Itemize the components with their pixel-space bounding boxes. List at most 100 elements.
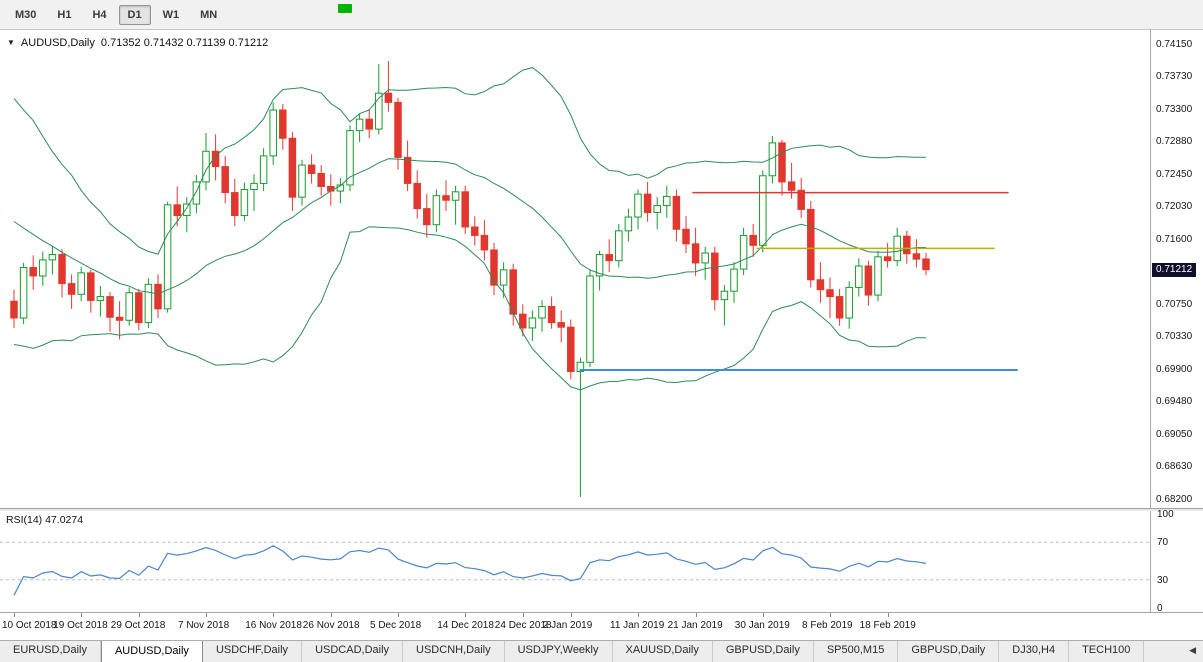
timeframe-button-mn[interactable]: MN bbox=[200, 8, 218, 21]
chart-tab-eurusd-daily[interactable]: EURUSD,Daily bbox=[0, 641, 101, 662]
timeframe-button-d1[interactable]: D1 bbox=[118, 4, 151, 25]
chart-title: ▼ AUDUSD,Daily 0.71352 0.71432 0.71139 0… bbox=[7, 37, 268, 49]
price-axis-label: 0.72030 bbox=[1156, 201, 1193, 213]
candle bbox=[461, 185, 469, 234]
candle bbox=[538, 300, 546, 332]
price-axis-label: 0.72450 bbox=[1156, 169, 1193, 180]
date-label: 2 Jan 2019 bbox=[542, 620, 593, 631]
date-axis[interactable]: 10 Oct 2018 19 Oct 2018 29 Oct 2018 7 Nov 2… bbox=[0, 612, 1203, 640]
price-axis-label: 0.69900 bbox=[1156, 364, 1193, 375]
timeframe-button-m30[interactable]: M30 bbox=[15, 8, 37, 21]
rsi-line bbox=[13, 545, 927, 596]
candle bbox=[922, 252, 930, 276]
candle bbox=[490, 243, 498, 296]
price-chart-canvas[interactable] bbox=[0, 30, 1150, 508]
chart-tab-usdcad-daily[interactable]: USDCAD,Daily bbox=[302, 641, 404, 662]
date-label: 8 Feb 2019 bbox=[802, 620, 853, 631]
timeframe-button-w1[interactable]: W1 bbox=[162, 8, 180, 21]
chart-tab-usdjpy-weekly[interactable]: USDJPY,Weekly bbox=[505, 641, 613, 662]
candle bbox=[77, 266, 85, 302]
candle bbox=[547, 296, 556, 329]
chart-tab-gbpusd-daily[interactable]: GBPUSD,Daily bbox=[898, 641, 1000, 662]
date-label: 29 Oct 2018 bbox=[110, 620, 166, 631]
candle bbox=[10, 289, 18, 328]
candle bbox=[720, 285, 729, 326]
candle bbox=[519, 304, 527, 337]
candle bbox=[423, 194, 431, 238]
candle bbox=[471, 216, 479, 246]
date-tick bbox=[522, 613, 524, 617]
tab-scroll-left-icon[interactable]: ◀ bbox=[1189, 645, 1196, 655]
candle bbox=[682, 216, 690, 253]
candle bbox=[336, 178, 345, 204]
timeframe-button-group: M30 H1 H4 D1 W1 MN bbox=[6, 4, 229, 25]
candle bbox=[365, 109, 373, 139]
candle bbox=[903, 230, 911, 264]
chart-tab-list: EURUSD,Daily AUDUSD,Daily USDCHF,Daily USDC… bbox=[0, 641, 1145, 662]
bollinger-lower-band bbox=[13, 226, 926, 391]
candle bbox=[893, 227, 901, 266]
chart-tab-usdcnh-daily[interactable]: USDCNH,Daily bbox=[403, 641, 505, 662]
chart-dropdown-icon[interactable]: ▼ bbox=[7, 38, 15, 47]
candle bbox=[87, 269, 95, 313]
date-tick bbox=[81, 613, 83, 617]
candle bbox=[269, 102, 277, 166]
main-chart-panel: ▼ AUDUSD,Daily 0.71352 0.71432 0.71139 0… bbox=[0, 30, 1203, 508]
candle bbox=[663, 185, 671, 218]
candle bbox=[375, 64, 383, 135]
candle bbox=[883, 243, 892, 268]
timeframe-button-h4[interactable]: H4 bbox=[92, 8, 107, 21]
date-tick bbox=[570, 613, 572, 617]
chart-tab-usdchf-daily[interactable]: USDCHF,Daily bbox=[203, 641, 303, 662]
date-tick bbox=[638, 613, 639, 617]
rsi-axis-label: 30 bbox=[1157, 574, 1169, 586]
candle bbox=[759, 170, 767, 253]
green-toolbar-icon[interactable] bbox=[338, 4, 352, 13]
date-tick bbox=[138, 613, 140, 617]
rsi-axis[interactable]: 100 70 30 0 bbox=[1150, 509, 1203, 614]
chart-tab-sp500-m15[interactable]: SP500,M15 bbox=[814, 641, 899, 662]
candle bbox=[144, 278, 153, 328]
candle bbox=[288, 132, 297, 211]
candle bbox=[135, 288, 143, 331]
candle bbox=[730, 262, 738, 303]
chart-tab-tech100[interactable]: TECH100 bbox=[1069, 641, 1145, 662]
candle bbox=[355, 113, 364, 143]
date-label: 10 Oct 2018 bbox=[2, 620, 57, 631]
chart-ohlc-values: 0.71352 0.71432 0.71139 0.71212 bbox=[100, 37, 269, 49]
panel-divider[interactable] bbox=[0, 508, 1203, 511]
price-axis-label: 0.73300 bbox=[1156, 104, 1193, 115]
timeframe-button-h1[interactable]: H1 bbox=[57, 8, 72, 21]
rsi-chart-canvas[interactable] bbox=[0, 511, 1150, 612]
candle bbox=[183, 197, 191, 233]
chart-tab-dj30-h4[interactable]: DJ30,H4 bbox=[999, 641, 1070, 662]
candle bbox=[317, 165, 325, 196]
candle bbox=[154, 274, 162, 318]
candle bbox=[864, 260, 873, 306]
candle bbox=[48, 246, 57, 275]
candle bbox=[307, 154, 316, 184]
candle bbox=[58, 249, 66, 298]
date-tick bbox=[465, 613, 467, 617]
price-axis-label: 0.69050 bbox=[1156, 429, 1193, 440]
candle bbox=[240, 182, 249, 221]
price-axis-label: 0.68630 bbox=[1156, 461, 1193, 473]
candle bbox=[845, 281, 853, 329]
candle bbox=[403, 140, 412, 192]
date-tick bbox=[398, 613, 399, 617]
chart-tab-xauusd-daily[interactable]: XAUUSD,Daily bbox=[613, 641, 713, 662]
candle bbox=[605, 239, 613, 273]
chart-tab-gbpusd-daily[interactable]: GBPUSD,Daily bbox=[713, 641, 814, 662]
candle bbox=[711, 246, 719, 311]
chart-tab-audusd-daily[interactable]: AUDUSD,Daily bbox=[100, 641, 203, 662]
price-axis[interactable]: 0.74150 0.73730 0.73300 0.72880 0.72450 0.720… bbox=[1150, 30, 1203, 508]
rsi-axis-label: 0 bbox=[1157, 603, 1163, 614]
date-tick bbox=[762, 613, 764, 617]
price-axis-label: 0.72880 bbox=[1156, 136, 1193, 148]
candle bbox=[691, 227, 700, 276]
date-label: 21 Jan 2019 bbox=[667, 620, 723, 631]
candle bbox=[202, 132, 210, 191]
candle bbox=[855, 258, 863, 297]
candle bbox=[634, 189, 642, 230]
